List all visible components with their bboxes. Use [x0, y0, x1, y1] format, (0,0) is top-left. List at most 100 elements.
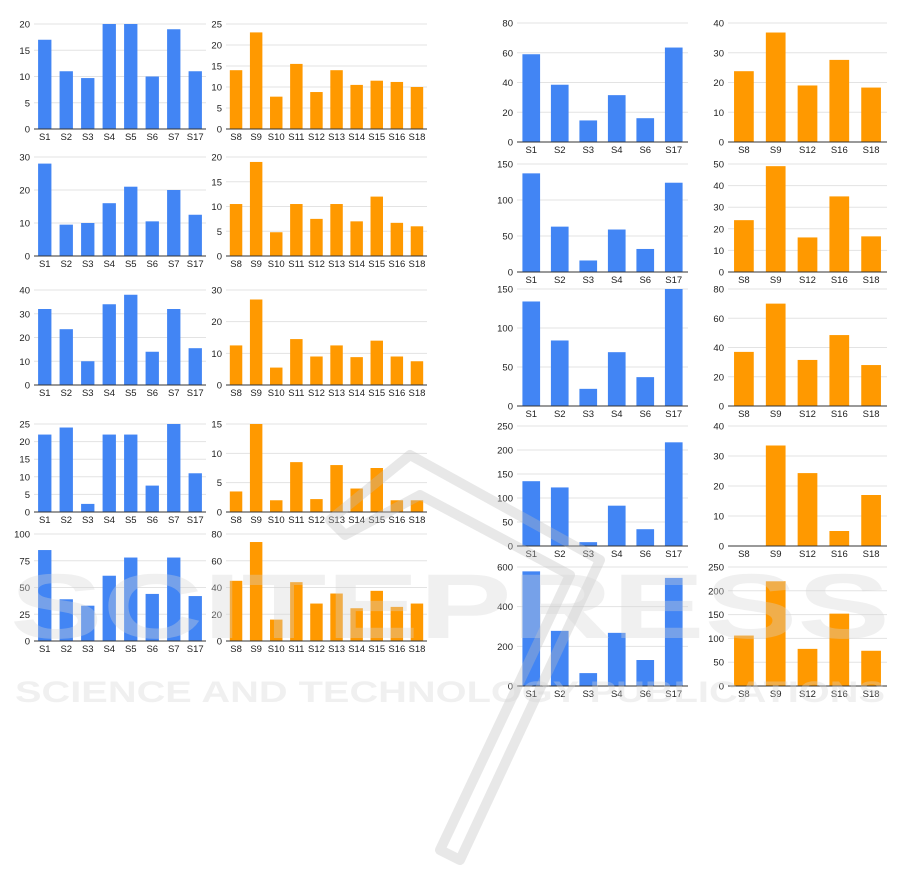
y-tick-label: 150	[497, 160, 513, 171]
x-tick-label: S9	[250, 259, 262, 270]
y-tick-label: 25	[19, 610, 30, 621]
x-tick-label: S2	[554, 549, 566, 560]
y-tick-label: 100	[497, 324, 513, 335]
x-tick-label: S2	[60, 515, 72, 526]
bar	[765, 166, 786, 272]
x-tick-label: S18	[408, 388, 425, 399]
x-tick-label: S11	[288, 644, 304, 655]
bar	[410, 603, 424, 641]
x-tick-label: S16	[831, 275, 848, 286]
bar	[579, 260, 598, 272]
bar	[861, 650, 881, 686]
bar	[550, 84, 569, 142]
x-tick-label: S4	[611, 275, 623, 286]
x-tick-label: S5	[125, 259, 137, 270]
x-tick-label: S16	[388, 259, 405, 270]
bar	[270, 500, 283, 512]
bar	[167, 424, 181, 512]
x-tick-label: S16	[388, 515, 405, 526]
bar-chart-4: 0 10 20 30 40 S8 S9 S12 S16 S18	[713, 19, 887, 156]
bar	[390, 500, 404, 512]
x-tick-label: S8	[738, 549, 750, 560]
bar-chart-16: 0 10 20 30 40 S8 S9 S12 S16 S18	[713, 422, 887, 560]
bar	[636, 248, 655, 272]
bar-chart-15: 0 50 100 150 200 250 S1 S2 S3 S4 S6 S17	[497, 422, 688, 560]
x-tick-label: S5	[125, 644, 137, 655]
x-tick-label: S4	[611, 549, 623, 560]
x-tick-label: S8	[230, 388, 242, 399]
bar	[59, 427, 73, 512]
bar-chart-3: 0 20 40 60 80 S1 S2 S3 S4 S6 S17	[502, 19, 688, 156]
bar	[330, 70, 343, 129]
y-tick-label: 40	[713, 343, 724, 354]
y-tick-label: 5	[217, 227, 222, 238]
y-tick-label: 50	[19, 583, 30, 594]
y-tick-label: 10	[211, 202, 222, 213]
x-tick-label: S1	[39, 644, 51, 655]
y-tick-label: 60	[713, 314, 724, 325]
y-tick-label: 40	[713, 422, 724, 433]
bar	[829, 613, 850, 686]
x-tick-label: S9	[770, 549, 782, 560]
bar	[765, 303, 786, 406]
bar	[550, 226, 569, 272]
bar-chart-6: 0 5 10 15 20 S8 S9 S10 S11 S12 S13 S14 S15 S16 S18	[211, 153, 427, 270]
x-tick-label: S6	[639, 689, 651, 700]
x-tick-label: S3	[82, 132, 94, 143]
bar	[410, 87, 424, 129]
x-tick-label: S9	[770, 275, 782, 286]
bar	[765, 581, 786, 686]
bar	[550, 630, 569, 686]
bar	[229, 70, 243, 129]
bar-chart-17: 0 25 50 75 100 S1 S2 S3 S4 S5 S6 S7 S17	[14, 530, 206, 655]
bar	[522, 571, 541, 686]
y-tick-label: 0	[508, 138, 513, 149]
y-tick-label: 20	[502, 108, 513, 119]
y-tick-label: 0	[25, 252, 30, 263]
x-tick-label: S1	[39, 259, 51, 270]
bar	[124, 557, 138, 641]
x-tick-label: S1	[39, 515, 51, 526]
bar	[350, 84, 363, 129]
x-tick-label: S12	[308, 259, 325, 270]
x-tick-label: S2	[554, 689, 566, 700]
x-tick-label: S16	[831, 409, 848, 420]
x-tick-label: S8	[230, 644, 242, 655]
x-tick-label: S18	[408, 132, 425, 143]
y-tick-label: 20	[713, 372, 724, 383]
x-tick-label: S4	[103, 644, 115, 655]
bar	[124, 186, 138, 256]
x-tick-label: S5	[125, 388, 137, 399]
x-tick-label: S9	[250, 644, 262, 655]
x-tick-label: S18	[863, 275, 880, 286]
x-tick-label: S11	[288, 515, 304, 526]
y-tick-label: 150	[497, 470, 513, 481]
y-tick-label: 50	[502, 363, 513, 374]
bar	[734, 635, 754, 686]
bar	[734, 220, 754, 272]
bar	[330, 345, 343, 385]
bar	[861, 365, 881, 406]
x-tick-label: S16	[388, 644, 405, 655]
y-tick-label: 30	[713, 203, 724, 214]
bar	[829, 59, 850, 142]
x-tick-label: S1	[525, 409, 537, 420]
x-tick-label: S1	[525, 145, 537, 156]
bar	[229, 580, 243, 641]
bar	[636, 118, 655, 142]
bar	[550, 340, 569, 406]
x-tick-label: S12	[799, 409, 816, 420]
bar	[330, 465, 343, 512]
bar	[188, 71, 202, 129]
bar	[59, 224, 73, 256]
bar-chart-11: 0 50 100 150 S1 S2 S3 S4 S6 S17	[497, 285, 688, 420]
bar	[370, 80, 383, 129]
x-tick-label: S17	[187, 644, 204, 655]
y-tick-label: 0	[719, 542, 724, 553]
y-tick-label: 250	[708, 563, 724, 574]
y-tick-label: 100	[497, 196, 513, 207]
bar	[579, 673, 598, 686]
x-tick-label: S6	[146, 644, 158, 655]
bar	[350, 608, 363, 641]
y-tick-label: 0	[25, 637, 30, 648]
